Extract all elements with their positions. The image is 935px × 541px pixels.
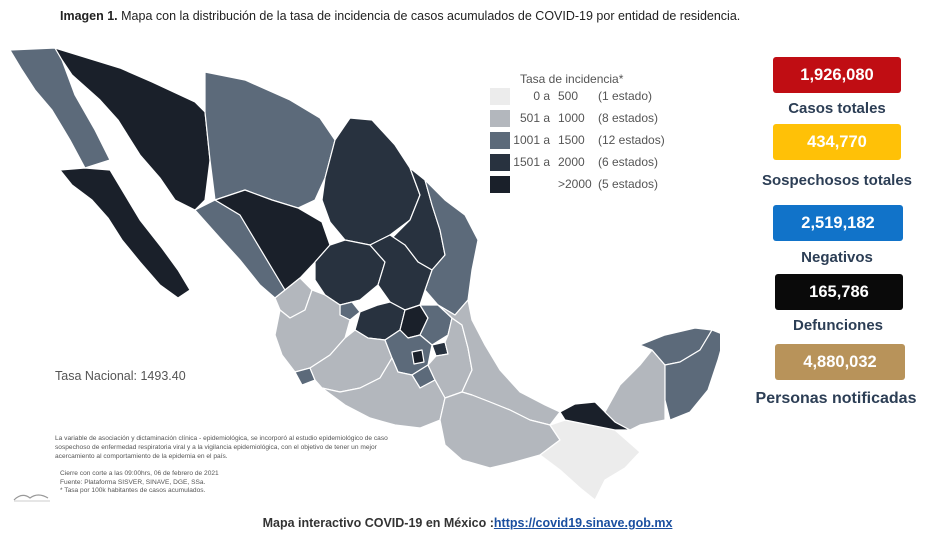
state-zacatecas[interactable]: [314, 239, 386, 306]
stat-label: Sospechosos totales: [761, 172, 913, 189]
legend-count: (12 estados): [598, 133, 665, 147]
source-notes: Cierre con corte a las 09:00hrs, 06 de f…: [60, 470, 320, 496]
stat-value: 4,880,032: [803, 352, 877, 371]
legend-swatch: [490, 132, 510, 149]
national-rate: Tasa Nacional: 1493.40: [55, 369, 186, 383]
figure-caption: Imagen 1. Mapa con la distribución de la…: [60, 9, 740, 23]
methodology-note: La variable de asociación y dictaminació…: [55, 435, 388, 460]
state-chiapas[interactable]: [539, 419, 641, 501]
legend-title: Tasa de incidencia*: [520, 72, 624, 86]
sinave-logo-icon: [13, 494, 50, 502]
legend-range-low: 501 a: [519, 111, 550, 125]
legend-range-low: 0 a: [533, 89, 550, 103]
state-san-luis-potosi[interactable]: [369, 234, 433, 311]
stat-label: Defunciones: [792, 317, 883, 334]
state-guerrero[interactable]: [321, 357, 446, 429]
legend-swatch: [490, 110, 510, 127]
legend-range-high: 2000: [558, 155, 585, 169]
legend-swatch: [490, 176, 510, 193]
stat-label: Personas notificadas: [755, 390, 917, 407]
state-cdmx[interactable]: [411, 349, 425, 365]
legend-count: (8 estados): [598, 111, 659, 125]
stat-value: 165,786: [809, 282, 869, 301]
state-baja-california-sur[interactable]: [59, 167, 191, 299]
stat-value: 1,926,080: [800, 65, 874, 84]
stat-negativos: 2,519,182: [773, 205, 903, 241]
legend-range-high: 500: [558, 89, 579, 103]
legend-count: (6 estados): [598, 155, 659, 169]
stat-label: Negativos: [801, 249, 873, 266]
stat-label: Casos totales: [788, 100, 886, 117]
legend-range-high: 1500: [558, 133, 585, 147]
source-note: Fuente: Plataforma SISVER, SINAVE, DGE, …: [60, 478, 206, 486]
footer-link[interactable]: https://covid19.sinave.gob.mx: [493, 516, 673, 530]
stat-personas-notificadas: 4,880,032: [775, 344, 905, 380]
legend-swatch: [490, 154, 510, 171]
legend-range-low: 1001 a: [513, 133, 550, 147]
state-chihuahua[interactable]: [204, 71, 336, 209]
stat-sospechosos-totales: 434,770: [773, 124, 901, 160]
state-coahuila[interactable]: [321, 117, 421, 246]
state-jalisco[interactable]: [274, 289, 351, 373]
legend-count: (5 estados): [598, 177, 659, 191]
cutoff-note: Cierre con corte a las 09:00hrs, 06 de f…: [60, 470, 219, 477]
legend-range-low: 1501 a: [513, 155, 550, 169]
mexico-map: [9, 47, 720, 501]
footer-text: Mapa interactivo COVID-19 en México :: [262, 516, 494, 530]
stat-defunciones: 165,786: [775, 274, 903, 310]
caption-text: Mapa con la distribución de la tasa de i…: [117, 9, 741, 23]
caption-lead: Imagen 1.: [60, 9, 118, 23]
legend-range-high: >2000: [558, 177, 592, 191]
state-quintana-roo[interactable]: [664, 329, 720, 421]
stat-casos-totales: 1,926,080: [773, 57, 901, 93]
legend-count: (1 estado): [598, 89, 653, 103]
stat-value: 434,770: [807, 132, 867, 151]
state-campeche[interactable]: [604, 349, 666, 431]
legend-range-high: 1000: [558, 111, 585, 125]
footer: Mapa interactivo COVID-19 en México :htt…: [0, 516, 935, 530]
legend-swatch: [490, 88, 510, 105]
state-sonora[interactable]: [54, 47, 211, 211]
rate-note: * Tasa por 100k habitantes de casos acum…: [60, 487, 206, 494]
stat-value: 2,519,182: [801, 213, 875, 232]
